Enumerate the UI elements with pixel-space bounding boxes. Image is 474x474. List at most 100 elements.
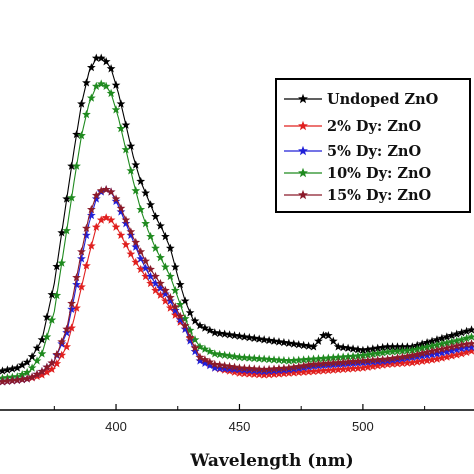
data-point-marker	[373, 348, 383, 358]
data-point-marker	[156, 290, 165, 299]
data-point-marker	[462, 339, 471, 349]
data-point-marker	[274, 337, 284, 346]
data-point-marker	[269, 336, 279, 345]
data-point-marker	[116, 123, 126, 133]
data-point-marker	[462, 333, 471, 343]
data-point-marker	[225, 330, 234, 339]
data-point-marker	[378, 342, 388, 352]
data-point-marker	[52, 261, 62, 271]
data-point-marker	[383, 354, 392, 363]
data-point-marker	[86, 210, 96, 220]
data-point-marker	[91, 194, 101, 203]
data-point-marker	[279, 363, 289, 372]
data-point-marker	[393, 359, 402, 368]
data-point-marker	[156, 221, 165, 230]
data-point-marker	[12, 375, 22, 384]
data-point-marker	[146, 231, 155, 241]
data-point-marker	[170, 302, 180, 311]
data-point-marker	[457, 340, 467, 349]
data-point-marker	[309, 354, 318, 363]
data-point-marker	[269, 364, 279, 373]
data-point-marker	[77, 282, 86, 291]
data-point-marker	[17, 370, 27, 379]
data-point-marker	[358, 363, 368, 372]
data-point-marker	[111, 105, 121, 114]
data-point-marker	[180, 296, 190, 305]
data-point-marker	[393, 353, 402, 362]
data-point-marker	[333, 352, 343, 362]
data-point-marker	[279, 337, 289, 347]
data-point-marker	[215, 349, 225, 359]
data-point-marker	[156, 283, 165, 292]
data-point-marker	[353, 351, 363, 360]
data-point-marker	[220, 329, 230, 338]
data-point-marker	[57, 228, 67, 237]
data-point-marker	[116, 203, 126, 213]
legend-entry: 10% Dy: ZnO	[284, 165, 432, 182]
data-point-marker	[77, 254, 86, 263]
data-point-marker	[185, 325, 195, 335]
data-point-marker	[91, 190, 101, 200]
data-point-marker	[195, 321, 205, 330]
data-point-marker	[47, 364, 57, 374]
data-point-marker	[373, 361, 383, 370]
data-point-marker	[126, 227, 136, 236]
data-point-marker	[205, 357, 215, 366]
data-point-marker	[27, 352, 37, 361]
data-point-marker	[151, 285, 160, 295]
data-point-marker	[264, 370, 274, 379]
data-point-marker	[388, 347, 397, 356]
data-point-marker	[333, 358, 343, 367]
data-point-marker	[136, 264, 146, 274]
data-point-marker	[141, 271, 151, 281]
data-point-marker	[240, 353, 249, 362]
data-point-marker	[146, 200, 155, 209]
data-point-marker	[86, 204, 96, 214]
data-point-marker	[348, 364, 358, 373]
data-point-marker	[328, 353, 338, 362]
data-point-marker	[412, 344, 422, 353]
data-point-marker	[422, 350, 432, 359]
data-point-marker	[101, 184, 111, 194]
data-point-marker	[289, 368, 299, 377]
data-point-marker	[294, 340, 304, 349]
data-point-marker	[32, 356, 42, 365]
data-point-marker	[269, 369, 279, 378]
data-point-marker	[427, 349, 437, 359]
data-point-marker	[170, 262, 180, 271]
series-4	[0, 184, 474, 386]
data-point-marker	[136, 254, 146, 263]
data-point-marker	[96, 79, 106, 88]
series-0	[0, 53, 474, 375]
data-point-marker	[304, 354, 313, 364]
data-point-marker	[323, 365, 333, 375]
data-point-marker	[323, 358, 333, 368]
data-point-marker	[299, 340, 309, 350]
data-point-marker	[126, 230, 136, 240]
data-point-marker	[432, 335, 442, 344]
data-point-marker	[77, 131, 86, 140]
data-point-marker	[264, 354, 274, 364]
data-point-marker	[442, 352, 452, 361]
data-point-marker	[180, 314, 190, 323]
data-point-marker	[195, 342, 205, 351]
data-point-marker	[412, 357, 422, 366]
data-point-marker	[432, 345, 442, 355]
data-point-marker	[388, 359, 397, 368]
data-point-marker	[467, 332, 474, 341]
data-point-marker	[57, 350, 67, 359]
data-point-marker	[67, 304, 76, 313]
legend-label: 2% Dy: ZnO	[327, 118, 421, 135]
data-point-marker	[151, 211, 160, 221]
data-point-marker	[72, 303, 81, 312]
data-point-marker	[67, 161, 76, 170]
data-point-marker	[314, 336, 323, 345]
data-point-marker	[328, 336, 338, 345]
data-point-marker	[82, 230, 91, 240]
data-point-marker	[254, 354, 264, 363]
data-point-marker	[274, 355, 284, 364]
data-point-marker	[136, 247, 146, 256]
data-point-marker	[447, 342, 457, 351]
data-point-marker	[462, 343, 471, 352]
data-point-marker	[121, 145, 131, 154]
